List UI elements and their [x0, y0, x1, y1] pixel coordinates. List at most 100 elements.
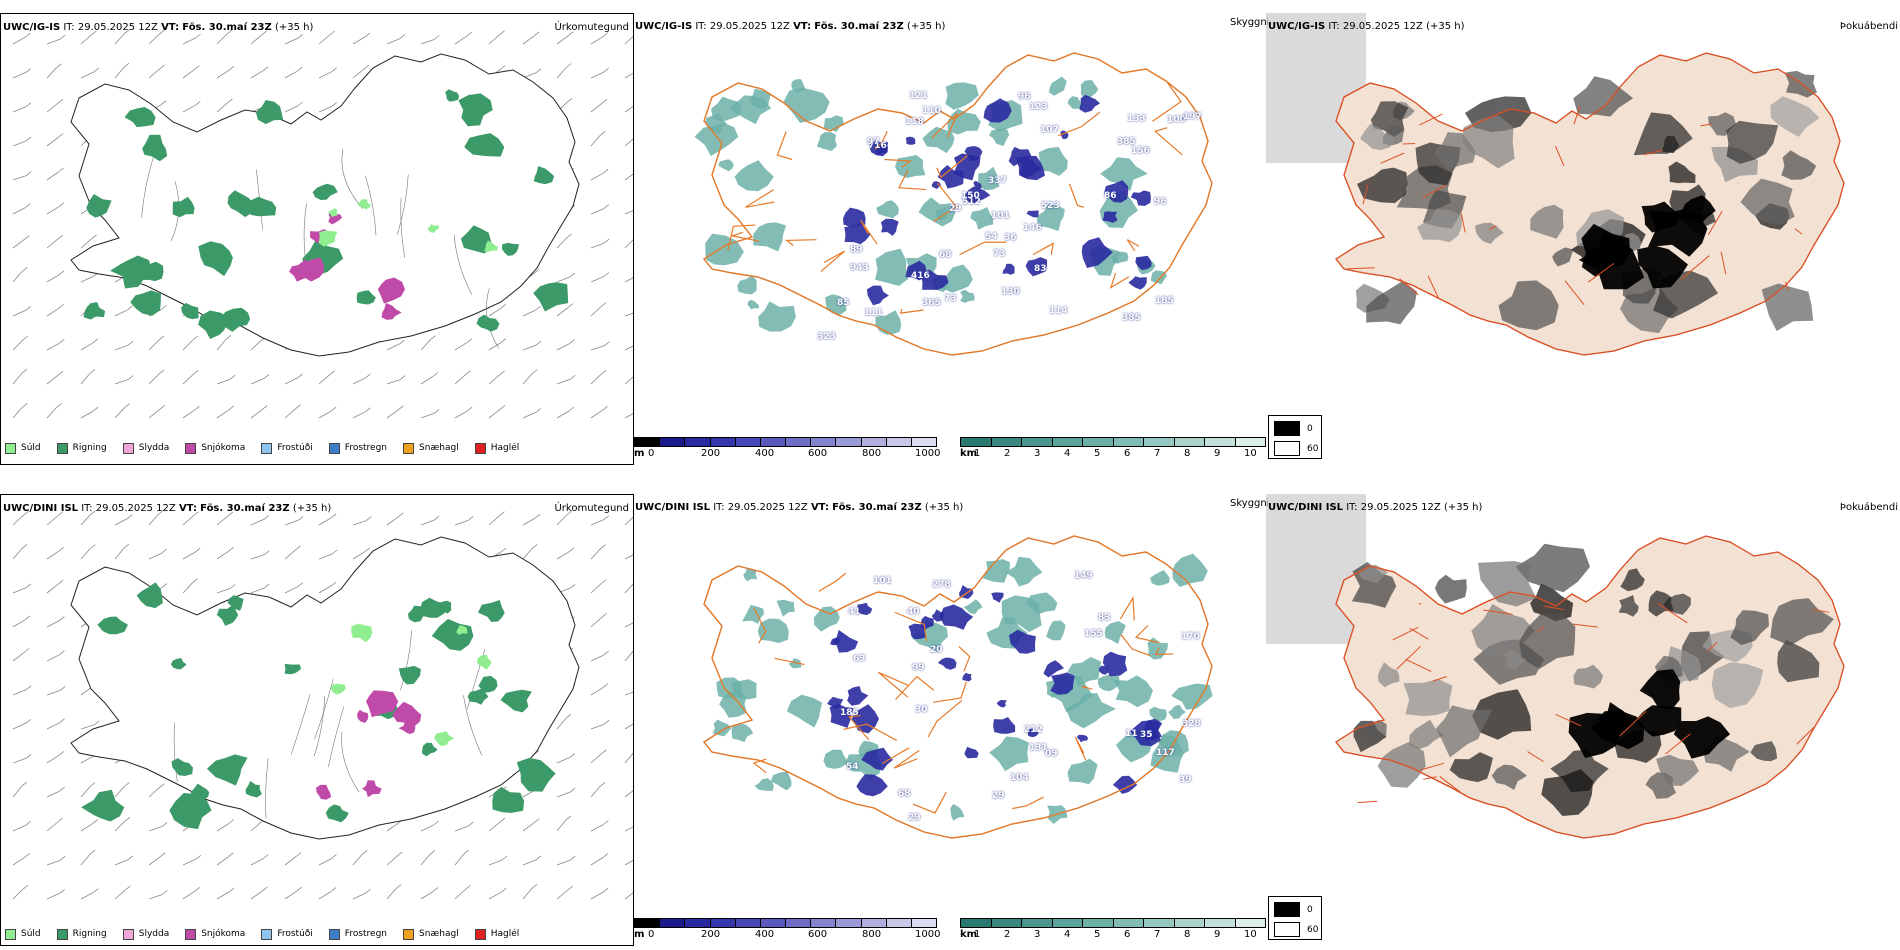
precip-type-panel-top: UWC/IG-IS IT: 29.05.2025 12Z VT: Fös. 30… — [0, 13, 634, 465]
ceiling-label: 83 — [1034, 264, 1047, 274]
colorbar-unit: m — [634, 929, 645, 940]
ceiling-label: 73 — [993, 249, 1006, 259]
colorbar-cell — [660, 438, 686, 446]
ceiling-label: 131 — [1029, 743, 1048, 753]
colorbar-tick: 3 — [1034, 448, 1041, 459]
colorbar-tick: 4 — [1064, 929, 1071, 940]
colorbar-tick: 8 — [1184, 448, 1191, 459]
colorbar-cell — [961, 919, 992, 927]
colorbar-tick: 200 — [701, 929, 721, 940]
ceiling-label: 29 — [908, 813, 921, 823]
visibility-colorbar: km 1 2 3 4 5 6 7 8 9 10 — [960, 437, 1266, 459]
colorbar-tick: 2 — [1004, 448, 1011, 459]
ceiling-label: 943 — [850, 263, 869, 273]
colorbar-cell — [1083, 919, 1114, 927]
colorbar-cell — [811, 438, 837, 446]
swatch-0 — [5, 442, 16, 454]
colorbar-tick: 4 — [1064, 448, 1071, 459]
colorbar-tick: 1 — [974, 448, 981, 459]
colorbar-cell — [1174, 438, 1205, 446]
colorbar-tick: 0 — [648, 448, 655, 459]
model-name: UWC/DINI ISL — [1268, 502, 1344, 513]
colorbar-cell — [861, 919, 887, 927]
colorbar-cell — [1144, 919, 1175, 927]
colorbar-tick: 600 — [808, 448, 828, 459]
product-title: Úrkomutegund — [554, 22, 629, 33]
colorbar-cell — [685, 438, 711, 446]
swatch-4 — [261, 928, 273, 940]
ceiling-label: 170 — [1181, 632, 1200, 642]
ceiling-label: 97 — [867, 137, 880, 147]
ceiling-label: 121 — [909, 91, 928, 101]
init-time: 29.05.2025 12Z — [77, 22, 158, 33]
colorbar-cell — [1052, 438, 1083, 446]
colorbar-tick: 1000 — [915, 448, 941, 459]
colorbar-cell — [886, 919, 912, 927]
colorbar-tick: 0 — [648, 929, 655, 940]
ceiling-label: 54 — [985, 232, 998, 242]
ceiling-label: 35 — [1140, 730, 1153, 740]
colorbar-cell — [710, 438, 736, 446]
ceiling-label: 68 — [898, 789, 911, 799]
legend-item-3: Snjókoma — [185, 928, 245, 940]
ceiling-label: 328 — [1182, 719, 1201, 729]
ceiling-label: 54 — [846, 762, 859, 772]
ceiling-label: 83 — [1098, 613, 1111, 623]
ceiling-label: 416 — [911, 271, 930, 281]
legend-item-5: Frostregn — [328, 442, 387, 454]
legend-item-4: Frostúði — [261, 442, 313, 454]
ceiling-colorbar: m 0 200 400 600 800 1000 — [634, 918, 940, 940]
ceiling-label: 114 — [1049, 306, 1068, 316]
ceiling-label: 110 — [922, 106, 941, 116]
colorbar-cell — [991, 919, 1022, 927]
product-title: Þokuábendi — [1839, 502, 1898, 513]
colorbar-tick: 5 — [1094, 929, 1101, 940]
swatch-7 — [474, 442, 486, 454]
ceiling-label: 385 — [1117, 137, 1136, 147]
swatch-2 — [122, 442, 134, 454]
model-name: UWC/IG-IS — [635, 21, 693, 32]
ceiling-label: 68 — [939, 250, 952, 260]
ceiling-label: 156 — [1131, 146, 1150, 156]
colorbar-tick: 1 — [974, 929, 981, 940]
swatch-1 — [56, 928, 68, 940]
colorbar-cell — [786, 919, 812, 927]
ceiling-label: 523 — [1041, 201, 1060, 211]
swatch-4 — [261, 442, 273, 454]
ceiling-label: 117 — [1156, 748, 1175, 758]
ceiling-label: 104 — [1010, 773, 1029, 783]
colorbar-cell — [1235, 438, 1265, 446]
legend-item-6: Snæhagl — [403, 928, 459, 940]
product-title: Skyggni — [1230, 498, 1268, 509]
ceiling-label: 101 — [873, 576, 892, 586]
ceiling-label: 197 — [1183, 112, 1202, 122]
colorbar-cell — [685, 919, 711, 927]
ceiling-label: 96 — [1018, 92, 1031, 102]
ceiling-colorbar: m 0 200 400 600 800 1000 — [634, 437, 941, 459]
colorbar-cell — [886, 438, 912, 446]
colorbar-tick: 3 — [1034, 929, 1041, 940]
fog-map-top — [1266, 13, 1845, 356]
model-name: UWC/IG-IS — [3, 22, 61, 33]
colorbar-tick: 800 — [862, 448, 882, 459]
colorbar-cell — [836, 438, 862, 446]
colorbar-cell — [1113, 438, 1144, 446]
ceiling-label: 385 — [1122, 313, 1141, 323]
valid-time: Fös. 30.maí 23Z — [182, 22, 272, 33]
panel-header: UWC/DINI ISL IT: 29.05.2025 12Z (+35 h) — [1268, 502, 1483, 513]
colorbar-cell — [1113, 919, 1144, 927]
ceiling-label: 130 — [1001, 287, 1020, 297]
colorbar-cell — [811, 919, 837, 927]
panel-header: UWC/IG-IS IT: 29.05.2025 12Z VT: Fös. 30… — [635, 21, 946, 32]
ceiling-label: 155 — [1084, 629, 1103, 639]
ceiling-label: 89 — [850, 245, 863, 255]
fog-legend: 0 60 — [1268, 415, 1322, 459]
colorbar-unit: km — [960, 448, 978, 459]
colorbar-cell — [836, 919, 862, 927]
legend-item-7: Haglél — [474, 928, 519, 940]
colorbar-cell — [911, 438, 937, 446]
legend-item-0: Súld — [5, 442, 41, 454]
colorbar-cell — [760, 438, 787, 446]
legend-item-1: Rigning — [56, 928, 107, 940]
ceiling-label: 212 — [1024, 725, 1043, 735]
